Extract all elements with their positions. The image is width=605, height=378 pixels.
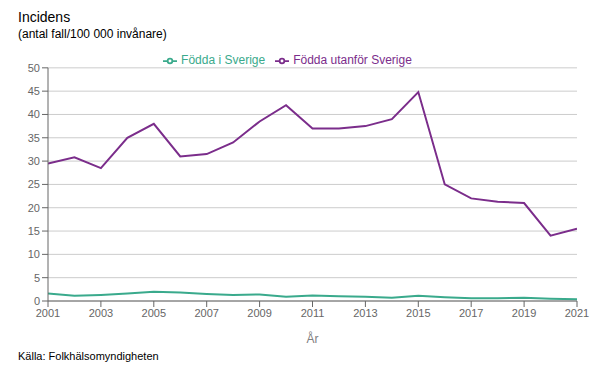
svg-text:2005: 2005 bbox=[142, 307, 166, 319]
svg-text:År: År bbox=[307, 331, 319, 346]
svg-text:10: 10 bbox=[28, 248, 40, 260]
html-text:Födda utanför Sverige: Födda utanför Sverige bbox=[293, 53, 412, 67]
svg-text:2007: 2007 bbox=[194, 307, 218, 319]
svg-text:2013: 2013 bbox=[353, 307, 377, 319]
html-text:Källa: Folkhälsomyndigheten: Källa: Folkhälsomyndigheten bbox=[18, 350, 159, 362]
svg-text:0: 0 bbox=[34, 295, 40, 307]
svg-text:35: 35 bbox=[28, 132, 40, 144]
svg-text:2011: 2011 bbox=[301, 307, 325, 319]
svg-text:5: 5 bbox=[34, 272, 40, 284]
svg-text:2017: 2017 bbox=[459, 307, 483, 319]
svg-text:30: 30 bbox=[28, 155, 40, 167]
svg-text:2019: 2019 bbox=[512, 307, 536, 319]
svg-text:2009: 2009 bbox=[247, 307, 271, 319]
html-text:Incidens: Incidens bbox=[18, 9, 71, 25]
svg-text:45: 45 bbox=[28, 85, 40, 97]
svg-text:25: 25 bbox=[28, 178, 40, 190]
svg-text:40: 40 bbox=[28, 108, 40, 120]
svg-text:2003: 2003 bbox=[89, 307, 113, 319]
svg-text:2001: 2001 bbox=[36, 307, 60, 319]
svg-text:2021: 2021 bbox=[565, 307, 589, 319]
svg-text:15: 15 bbox=[28, 225, 40, 237]
svg-text:2015: 2015 bbox=[406, 307, 430, 319]
html-text:(antal fall/100 000 invånare): (antal fall/100 000 invånare) bbox=[18, 27, 167, 41]
html-text:Födda i Sverige: Födda i Sverige bbox=[181, 53, 266, 67]
svg-text:20: 20 bbox=[28, 202, 40, 214]
svg-text:50: 50 bbox=[28, 62, 40, 74]
